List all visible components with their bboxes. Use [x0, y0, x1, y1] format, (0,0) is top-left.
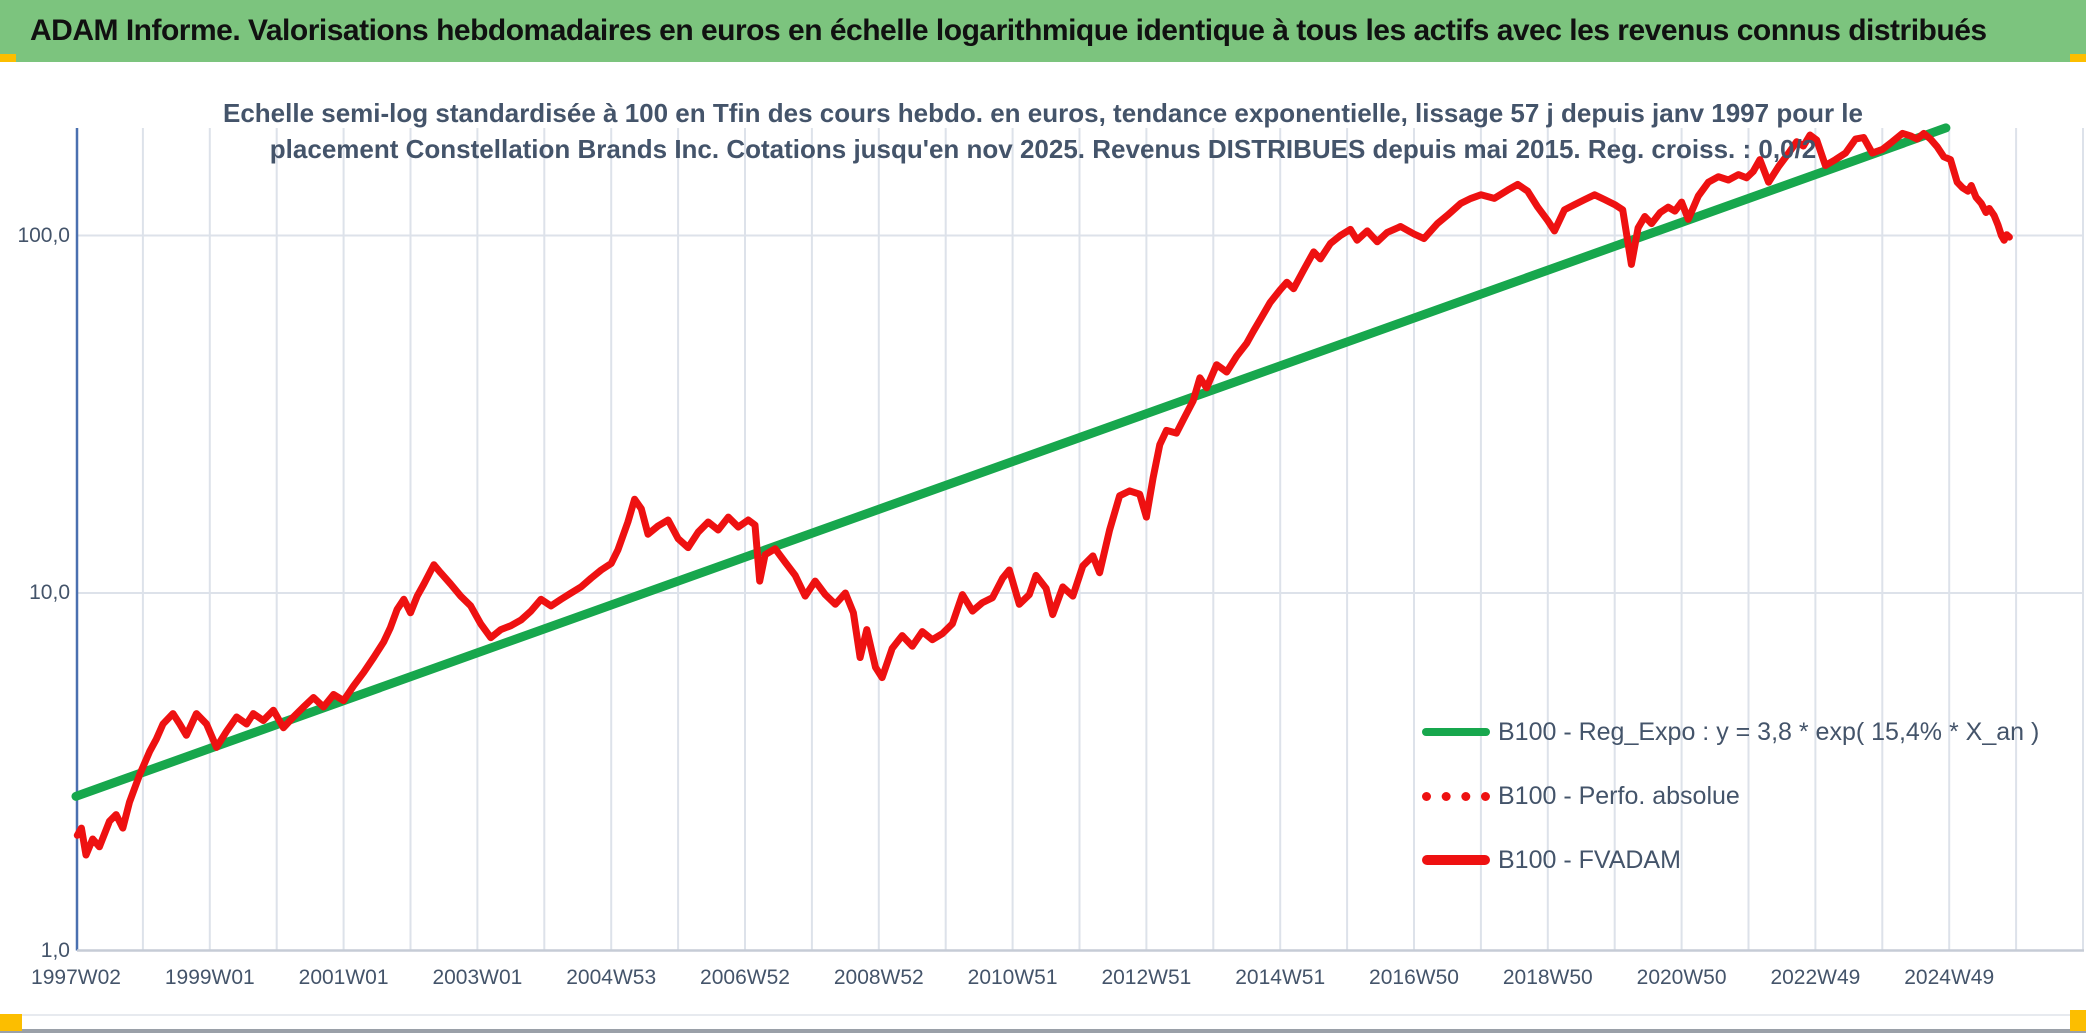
legend-swatch-solid-green: [1422, 728, 1490, 736]
chart-area: [0, 62, 2086, 1015]
x-tick-label: 2006W52: [700, 966, 790, 989]
legend-item: B100 - Reg_Expo : y = 3,8 * exp( 15,4% *…: [1422, 700, 2039, 764]
header-bar: ADAM Informe. Valorisations hebdomadaire…: [0, 0, 2086, 62]
x-tick-label: 1997W02: [31, 966, 121, 989]
accent-square-bottom-left: [0, 1014, 22, 1031]
legend-swatch-dotted-red: [1422, 791, 1490, 801]
x-tick-label: 2001W01: [298, 966, 389, 989]
legend-label: B100 - FVADAM: [1498, 845, 1681, 874]
bottom-border-light: [0, 1014, 2086, 1016]
price-line-fvadam: [73, 129, 2013, 859]
x-tick-label: 2012W51: [1101, 966, 1192, 989]
y-tick-label: 100,0: [17, 223, 70, 247]
x-tick-label: 2016W50: [1369, 966, 1459, 989]
legend-item: B100 - Perfo. absolue: [1422, 764, 2039, 828]
x-tick-label: 1999W01: [164, 966, 255, 989]
x-tick-label: 2008W52: [833, 966, 924, 989]
x-tick-label: 2018W50: [1502, 966, 1593, 989]
trend-line-reg-expo: [71, 123, 1951, 801]
legend-swatch-solid-red: [1422, 855, 1490, 865]
x-tick-label: 2004W53: [566, 966, 657, 989]
legend-label: B100 - Perfo. absolue: [1498, 781, 1740, 810]
y-tick-label: 1,0: [40, 938, 70, 962]
x-tick-label: 2024W49: [1904, 966, 1995, 989]
chart-canvas: [71, 123, 2084, 952]
legend-label: B100 - Reg_Expo : y = 3,8 * exp( 15,4% *…: [1498, 717, 2040, 746]
x-tick-label: 2010W51: [967, 966, 1058, 989]
x-tick-label: 2022W49: [1770, 966, 1861, 989]
chart-legend: B100 - Reg_Expo : y = 3,8 * exp( 15,4% *…: [1422, 700, 2039, 892]
accent-square-bottom-right: [2070, 1010, 2086, 1031]
header-title: ADAM Informe. Valorisations hebdomadaire…: [30, 14, 1987, 47]
bottom-border-dark: [0, 1029, 2086, 1033]
x-tick-label: 2014W51: [1235, 966, 1326, 989]
x-tick-label: 2003W01: [432, 966, 523, 989]
y-tick-label: 10,0: [29, 581, 70, 604]
x-tick-label: 2020W50: [1636, 966, 1727, 989]
legend-item: B100 - FVADAM: [1422, 828, 2039, 892]
